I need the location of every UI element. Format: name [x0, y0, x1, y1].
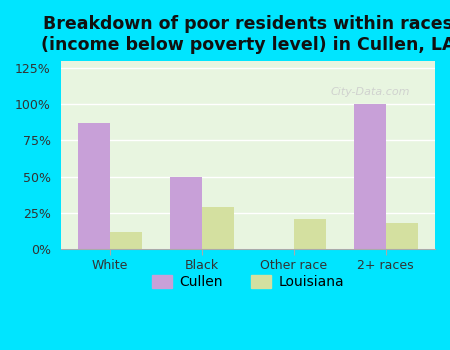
Title: Breakdown of poor residents within races
(income below poverty level) in Cullen,: Breakdown of poor residents within races… [40, 15, 450, 54]
Bar [110, 232, 142, 249]
Bar [386, 223, 418, 249]
Legend: Cullen, Louisiana: Cullen, Louisiana [146, 270, 350, 295]
Bar [354, 104, 386, 249]
Bar [170, 177, 202, 249]
Bar [294, 219, 326, 249]
Text: City-Data.com: City-Data.com [330, 87, 410, 97]
Bar [77, 123, 110, 249]
Bar [202, 207, 234, 249]
